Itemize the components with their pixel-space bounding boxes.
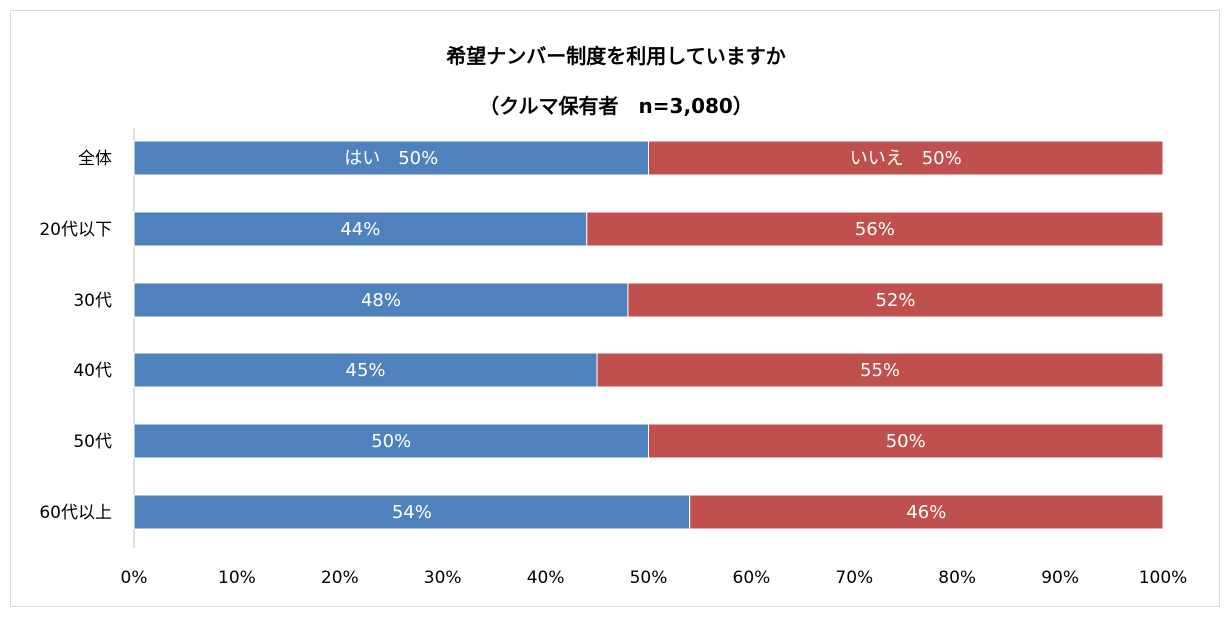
bar-label-no-2: 52% — [875, 290, 915, 311]
bar-label-no-3: 55% — [860, 360, 900, 381]
category-label-1: 20代以下 — [39, 220, 112, 240]
category-label-5: 60代以上 — [39, 503, 112, 523]
chart-title: 希望ナンバー制度を利用していますか — [446, 44, 786, 68]
x-tick-label-10: 100% — [1139, 568, 1188, 588]
bar-label-no-4: 50% — [886, 431, 926, 452]
bar-label-yes-4: 50% — [371, 431, 411, 452]
x-tick-label-2: 20% — [321, 568, 359, 588]
bar-no-2 — [627, 282, 1164, 318]
x-tick-labels: 0% 10% 20% 30% 40% 50% 60% 70% 80% 90% 100% — [121, 568, 1188, 588]
bar-label-yes-2: 48% — [361, 290, 401, 311]
x-tick-label-3: 30% — [424, 568, 462, 588]
bar-label-no-5: 46% — [906, 502, 946, 523]
category-label-4: 50代 — [73, 432, 112, 452]
bar-label-no-0: いいえ 50% — [850, 148, 962, 169]
bar-label-no-1: 56% — [855, 219, 895, 240]
x-tick-label-5: 50% — [630, 568, 668, 588]
x-tick-label-6: 60% — [733, 568, 771, 588]
bar-no-5 — [689, 494, 1164, 530]
x-tick-label-1: 10% — [218, 568, 256, 588]
category-label-3: 40代 — [73, 361, 112, 381]
x-tick-label-0: 0% — [121, 568, 148, 588]
x-tick-label-9: 90% — [1041, 568, 1079, 588]
bar-label-yes-3: 45% — [346, 360, 386, 381]
x-tick-label-7: 70% — [835, 568, 873, 588]
x-tick-label-8: 80% — [938, 568, 976, 588]
chart-subtitle: （クルマ保有者 n=3,080） — [479, 94, 753, 118]
bar-label-yes-0: はい 50% — [344, 148, 438, 169]
bar-no-0 — [648, 140, 1164, 176]
category-label-2: 30代 — [73, 291, 112, 311]
category-label-0: 全体 — [78, 149, 112, 169]
bar-yes-5 — [133, 494, 691, 530]
bar-yes-2 — [133, 282, 629, 318]
x-tick-label-4: 40% — [527, 568, 565, 588]
bar-yes-0 — [133, 140, 649, 176]
bars-group: はい 50% いいえ 50% 44% 56% 48% 52% 45% 55% 50% 50% 54%… — [133, 140, 1164, 530]
bar-label-yes-5: 54% — [392, 502, 432, 523]
bar-label-yes-1: 44% — [340, 219, 380, 240]
bar-no-4 — [648, 423, 1164, 459]
bar-no-1 — [586, 211, 1164, 247]
bar-no-3 — [596, 352, 1164, 388]
category-labels: 全体 20代以下 30代 40代 50代 60代以上 — [39, 149, 112, 523]
bar-yes-1 — [133, 211, 588, 247]
